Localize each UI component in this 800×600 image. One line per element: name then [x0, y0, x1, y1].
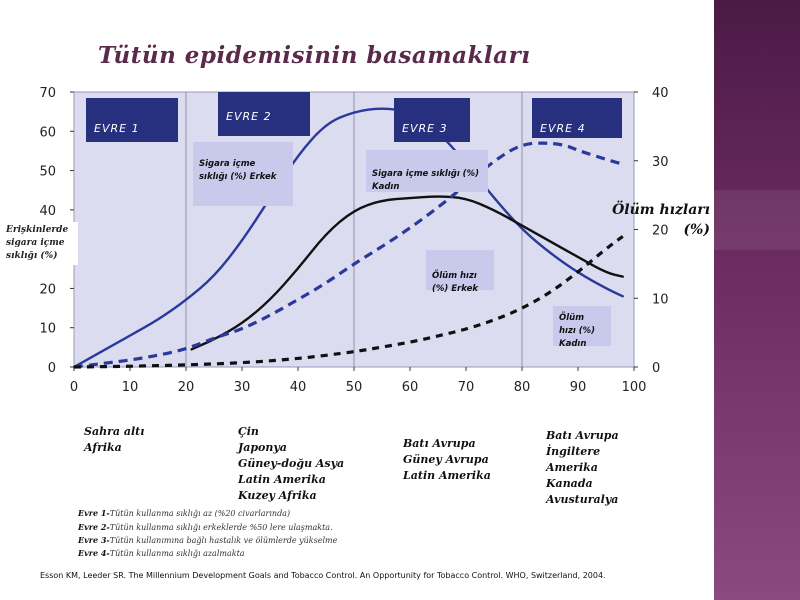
right-y-tick-label: 20 [652, 224, 669, 239]
region-list-stage-3: Batı Avrupa Güney Avrupa Latin Amerika [403, 436, 491, 484]
region-name: Avusturalya [546, 493, 619, 506]
series-label-line: Sigara içme [199, 159, 256, 169]
left-y-tick-label: 10 [39, 322, 56, 337]
note-stage-4: Evre 4-Tütün kullanma sıklığı azalmakta [78, 548, 245, 558]
region-name: Çin [238, 425, 259, 438]
left-y-tick-label: 70 [39, 86, 56, 101]
region-name: Sahra altı [84, 425, 145, 438]
slide-title: Tütün epidemisinin basamakları [98, 42, 531, 69]
right-y-tick-label: 10 [652, 292, 669, 307]
region-name: Güney Avrupa [403, 453, 489, 466]
note-stage-2: Evre 2-Tütün kullanma sıklığı erkeklerde… [78, 522, 333, 532]
region-list-stage-4: Batı Avrupa İngiltere Amerika Kanada Avustur… [546, 428, 619, 508]
region-name: Amerika [546, 461, 598, 474]
series-label-line: Ölüm hızı [432, 270, 477, 281]
x-tick-label: 70 [458, 380, 475, 395]
series-label-1: Sigara içme sıklığı (%) Erkek [199, 159, 278, 182]
series-label-line: sıklığı (%) Erkek [199, 172, 278, 182]
x-tick-label: 0 [70, 380, 78, 395]
right-y-tick-label: 40 [652, 86, 669, 101]
x-tick-label: 30 [234, 380, 251, 395]
region-list-stage-2: Çin Japonya Güney-doğu Asya Latin Amerika Ku… [238, 424, 344, 504]
series-label-4: Ölüm hızı (%) Kadın [559, 312, 595, 349]
series-label-line: Sigara içme sıklığı (%) [372, 169, 479, 179]
left-y-tick-label: 0 [48, 361, 56, 376]
stage-label-2: EVRE 2 [226, 110, 272, 123]
right-y-tick-label: 30 [652, 155, 669, 170]
x-tick-label: 20 [178, 380, 195, 395]
male-death-line [73, 141, 624, 369]
x-tick-label: 90 [570, 380, 587, 395]
citation: Esson KM, Leeder SR. The Millennium Deve… [40, 571, 606, 580]
female-smoking-line [190, 195, 624, 351]
male-smoking-line [72, 107, 624, 369]
region-name: Latin Amerika [403, 469, 491, 482]
stage-box-2 [218, 92, 310, 136]
region-name: Batı Avrupa [403, 437, 476, 450]
region-list-stage-1: Sahra altı Afrika [84, 424, 144, 456]
region-name: Japonya [238, 441, 287, 454]
stage-box-3 [394, 98, 470, 142]
left-y-tick-label: 50 [39, 165, 56, 180]
series-label-line: Kadın [372, 182, 399, 192]
x-tick-label: 10 [122, 380, 139, 395]
series-label-line: hızı (%) [559, 326, 595, 336]
decorative-side-strip-highlight [714, 190, 800, 250]
region-name: Kanada [546, 477, 593, 490]
stage-label-4: EVRE 4 [540, 122, 586, 135]
left-axis-title: Erişkinlerde sigara içme sıklığı (%) [6, 222, 78, 265]
stage-label-3: EVRE 3 [402, 122, 448, 135]
stage-box-4 [532, 98, 622, 138]
right-axis-title: Ölüm hızları (%) [612, 202, 710, 238]
series-label-line: Ölüm [559, 312, 584, 323]
series-label-box-1 [193, 142, 293, 206]
left-y-tick-label: 40 [39, 204, 56, 219]
x-tick-label: 100 [622, 380, 647, 395]
region-name: Batı Avrupa [546, 429, 619, 442]
x-tick-label: 80 [514, 380, 531, 395]
series-label-box-3 [426, 250, 494, 290]
stage-box-1 [86, 98, 178, 142]
series-label-3: Ölüm hızı (%) Erkek [432, 270, 479, 294]
region-name: Kuzey Afrika [238, 489, 317, 502]
left-y-tick-label: 20 [39, 282, 56, 297]
tobacco-epidemic-chart: 0 10 20 30 40 50 60 70 80 90 100 0 10 20 30 40 50 60 70 0 10… [39, 86, 669, 395]
region-name: Güney-doğu Asya [238, 457, 345, 470]
series-label-2: Sigara içme sıklığı (%) Kadın [372, 169, 479, 192]
x-tick-label: 40 [290, 380, 307, 395]
series-label-box-4 [553, 306, 611, 346]
stage-label-1: EVRE 1 [94, 122, 140, 135]
note-stage-1: Evre 1-Tütün kullanma sıklığı az (%20 ci… [78, 508, 291, 518]
x-tick-label: 60 [402, 380, 419, 395]
region-name: Latin Amerika [238, 473, 326, 486]
female-death-line [73, 235, 624, 369]
region-name: Afrika [84, 441, 122, 454]
x-tick-label: 50 [346, 380, 363, 395]
region-name: İngiltere [546, 445, 601, 458]
right-y-tick-label: 0 [652, 361, 660, 376]
decorative-side-strip [714, 0, 800, 600]
note-stage-3: Evre 3-Tütün kullanımına bağlı hastalık … [78, 535, 338, 545]
series-label-line: Kadın [559, 339, 586, 349]
series-label-box-2 [366, 150, 488, 192]
left-y-tick-label: 60 [39, 125, 56, 140]
series-label-line: (%) Erkek [432, 284, 479, 294]
